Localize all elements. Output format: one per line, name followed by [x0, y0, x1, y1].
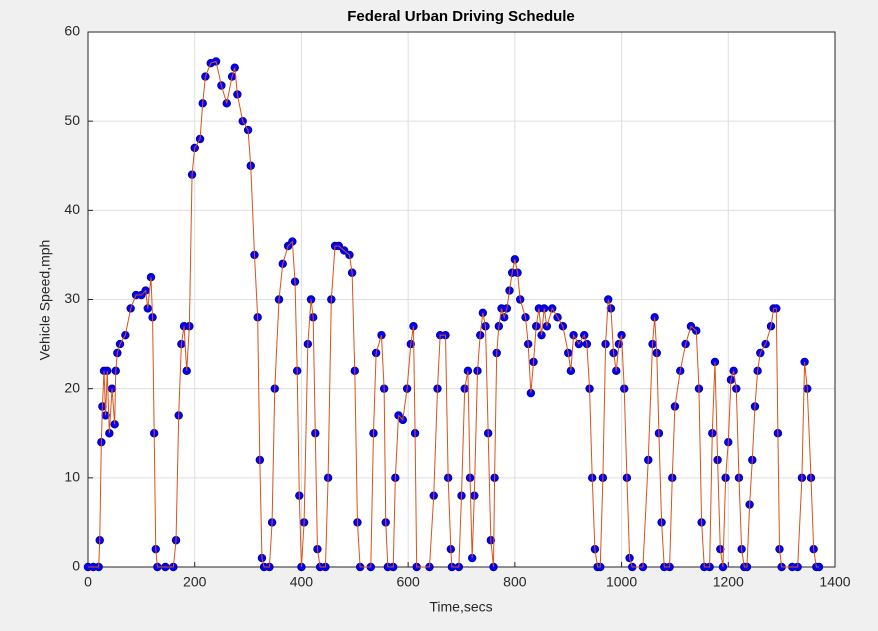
y-tick-label: 20 — [64, 379, 80, 395]
x-tick-label: 1000 — [606, 574, 637, 590]
y-tick-label: 10 — [64, 469, 80, 485]
y-tick-label: 50 — [64, 112, 80, 128]
y-tick-label: 0 — [72, 558, 80, 574]
x-tick-label: 800 — [503, 574, 527, 590]
x-tick-label: 0 — [84, 574, 92, 590]
x-tick-label: 400 — [290, 574, 314, 590]
y-tick-label: 60 — [64, 23, 80, 39]
x-axis-label: Time,secs — [429, 599, 492, 615]
y-axis-label: Vehicle Speed,mph — [37, 240, 53, 361]
y-tick-label: 30 — [64, 290, 80, 306]
line — [88, 60, 819, 568]
x-tick-label: 1200 — [713, 574, 744, 590]
x-tick-label: 1400 — [819, 574, 850, 590]
x-tick-label: 600 — [396, 574, 420, 590]
x-tick-label: 200 — [183, 574, 207, 590]
chart-title: Federal Urban Driving Schedule — [347, 8, 575, 25]
y-tick-label: 40 — [64, 201, 80, 217]
